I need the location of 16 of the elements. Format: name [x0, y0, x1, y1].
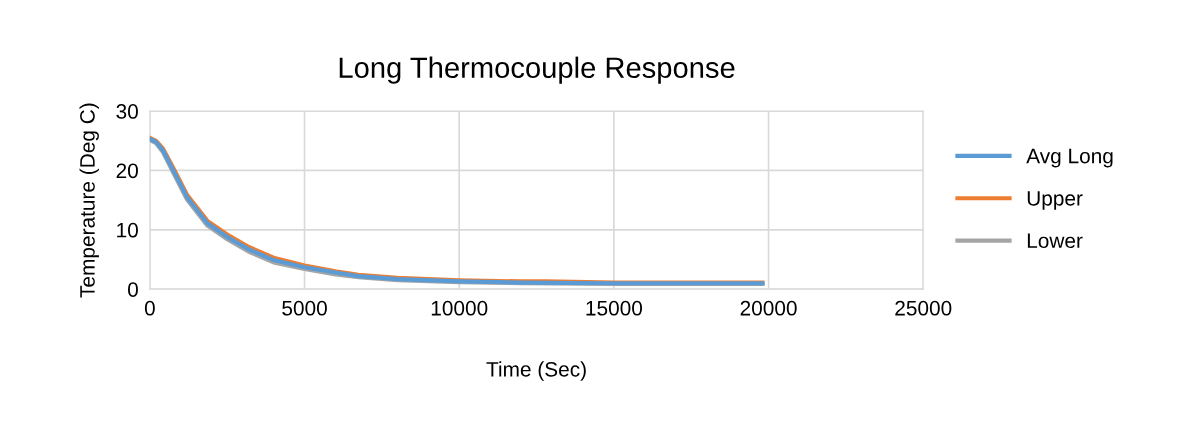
- x-tick-label: 20000: [740, 300, 797, 316]
- chart-title: Long Thermocouple Response: [339, 56, 735, 84]
- x-tick-label: 0: [144, 300, 155, 316]
- y-tick-label: 0: [127, 282, 138, 297]
- y-axis-title: Temperature (Deg C): [79, 103, 99, 298]
- x-axis-title: Time (Sec): [486, 361, 586, 381]
- x-tick-label: 25000: [895, 300, 952, 316]
- x-tick-label: 15000: [586, 300, 643, 316]
- legend-label: Lower: [1027, 233, 1083, 249]
- y-tick-label: 20: [116, 163, 138, 179]
- x-tick-label: 10000: [431, 300, 488, 316]
- y-tick-label: 10: [117, 222, 138, 238]
- y-tick-label: 30: [116, 104, 138, 119]
- legend-label: Upper: [1027, 191, 1083, 210]
- legend-label: Avg Long: [1026, 148, 1113, 168]
- x-tick-label: 5000: [282, 300, 327, 316]
